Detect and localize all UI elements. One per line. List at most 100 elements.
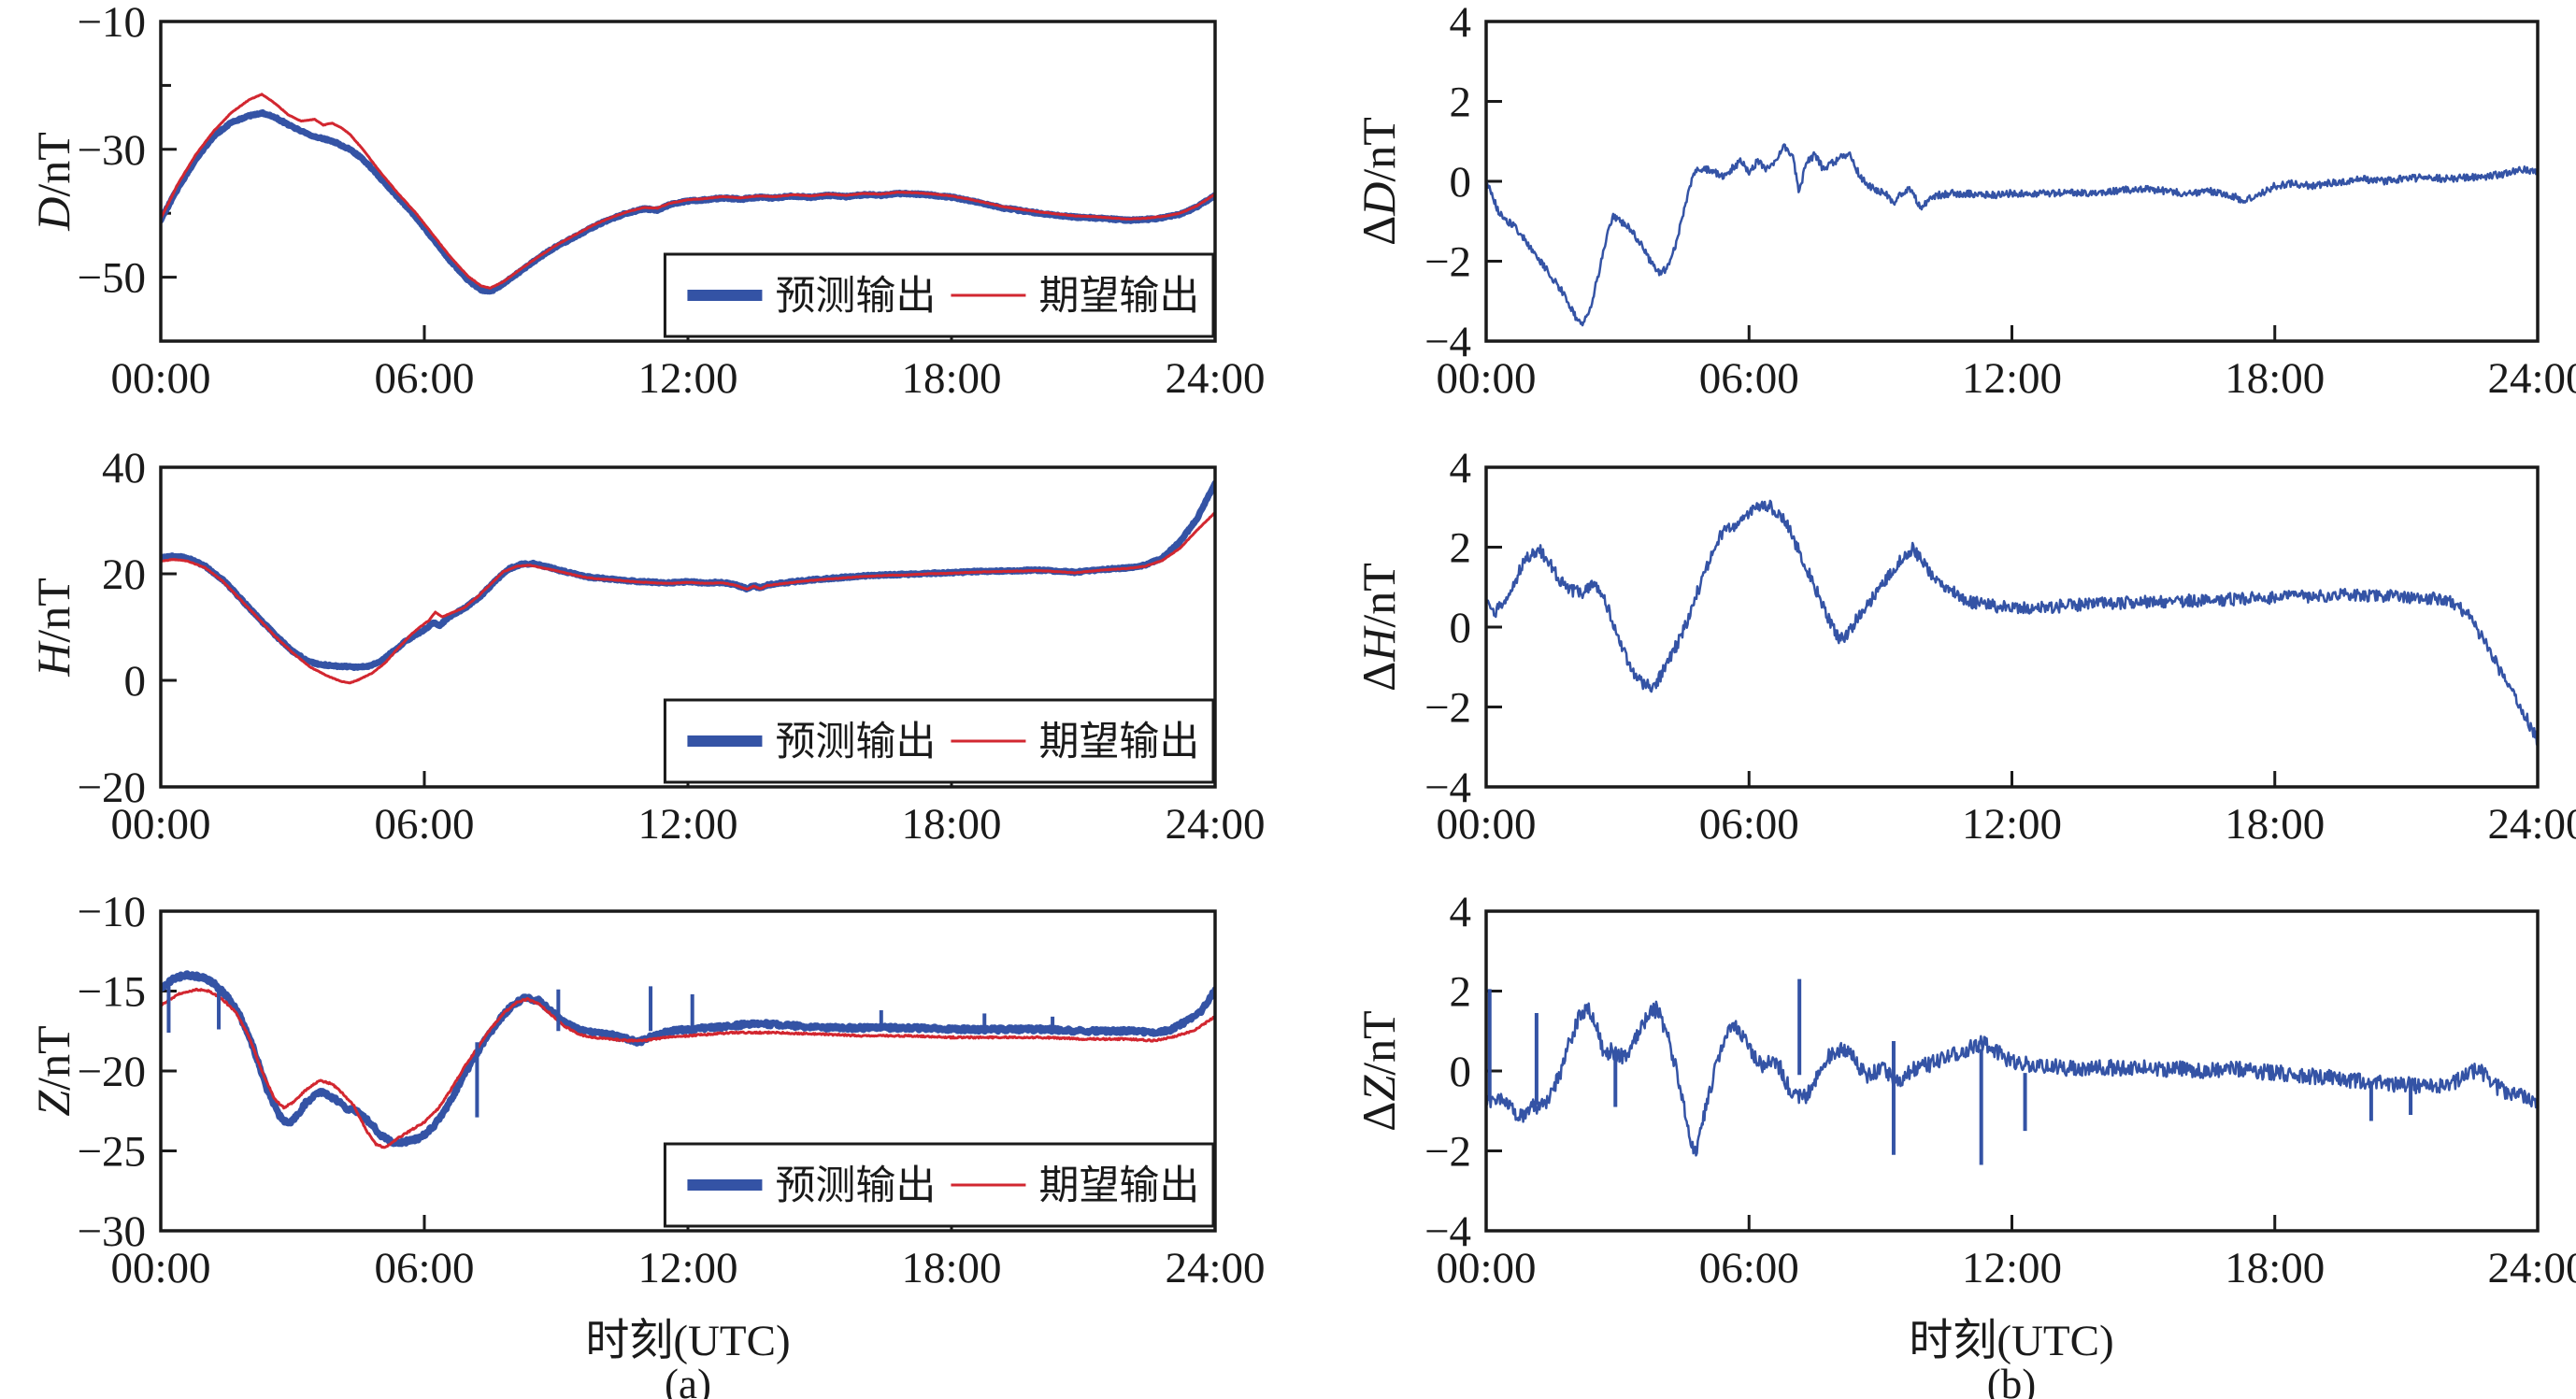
chart-delta-D: 4 2 0 −2 −400:00 06:00 12:00 18:00 24:00 ΔD/nT [1352,0,2576,403]
H-expected-line [161,511,1215,685]
x-tick-label: 24:00 [2487,1244,2576,1292]
x-tick-label: 00:00 [1436,354,1536,403]
x-tick-label: 24:00 [2487,800,2576,849]
dZ-predicted-line [1486,1000,2538,1157]
x-tick-label: 18:00 [901,800,1001,849]
x-tick-label: 06:00 [374,354,474,403]
x-tick-label: 24:00 [1165,800,1265,849]
y-axis-label: ΔH/nT [1352,563,1405,692]
y-axis-label: Z/nT [27,1025,79,1116]
x-tick-label: 00:00 [1436,800,1536,849]
y-tick-label: 2 [1450,968,1472,1017]
x-tick-label: 00:00 [110,800,210,849]
y-tick-label: −20 [77,764,146,812]
legend-label-predicted: 预测输出 [775,721,936,764]
panel-Z: −10 −15 −20 −25 −30 00:00 06:00 12:00 18:00 24:00… [0,890,1337,1399]
x-tick-label: 18:00 [901,354,1001,403]
x-axis-label-a: 时刻(UTC) [585,1317,791,1365]
legend-label-expected: 期望输出 [1038,275,1199,319]
plot-area [161,93,1215,295]
x-tick-label: 18:00 [2225,1244,2325,1292]
plot-area [161,970,1215,1149]
x-tick-label: 18:00 [901,1244,1001,1292]
x-tick-label: 12:00 [1962,800,2062,849]
D-expected-line [161,93,1215,290]
y-tick-label: −20 [77,1048,146,1096]
D-predicted-line [161,108,1215,295]
y-tick-label: 2 [1450,79,1472,127]
y-tick-label: −25 [77,1128,146,1177]
y-tick-label: −30 [77,1207,146,1256]
y-tick-label: −10 [77,890,146,936]
y-tick-label: −2 [1424,684,1471,733]
y-tick-label: 40 [102,446,146,493]
y-tick-label: −10 [77,0,146,47]
x-tick-label: 12:00 [1962,354,2062,403]
axes-box [159,20,1217,343]
H-predicted-line [161,479,1215,671]
axes-box [159,465,1217,789]
x-tick-label: 18:00 [2225,354,2325,403]
x-axis-label-b: 时刻(UTC) [1909,1317,2114,1365]
legend-label-expected: 期望输出 [1038,721,1199,764]
y-tick-label: −4 [1424,1207,1471,1256]
legend: 预测输出 期望输出 [663,252,1215,338]
x-tick-label: 24:00 [1165,1244,1265,1292]
x-tick-label: 12:00 [637,1244,737,1292]
y-tick-label: −15 [77,968,146,1017]
panel-H: 40 20 0 −20 00:00 06:00 12:00 18:00 24:00 H/nT 预测输… [0,446,1337,890]
axes-box [1484,20,2540,343]
y-tick-label: −4 [1424,764,1471,812]
legend: 预测输出 期望输出 [663,1142,1215,1228]
x-tick-label: 12:00 [637,800,737,849]
axes-box [1484,909,2540,1233]
panel-label-b: (b) [1986,1361,2037,1399]
y-axis-label: H/nT [27,578,79,678]
y-tick-label: 0 [1450,158,1472,207]
y-tick-label: 4 [1450,446,1472,493]
x-tick-label: 06:00 [1699,800,1799,849]
dH-predicted-line [1486,499,2538,746]
y-tick-label: −4 [1424,318,1471,366]
y-tick-label: −2 [1424,1128,1471,1177]
x-tick-label: 06:00 [374,1244,474,1292]
x-tick-label: 06:00 [1699,354,1799,403]
panel-dD: 4 2 0 −2 −400:00 06:00 12:00 18:00 24:00 ΔD/nT [1337,0,2576,446]
dD-predicted-line [1486,143,2538,327]
y-tick-label: −50 [77,254,146,303]
y-tick-label: 20 [102,550,146,599]
legend: 预测输出 期望输出 [663,698,1215,784]
plot-area [161,479,1215,685]
Z-predicted-line [161,970,1215,1148]
x-tick-label: 06:00 [374,800,474,849]
y-tick-label: 0 [1450,604,1472,652]
panel-D: −10 −30 −50 00:00 06:00 12:00 18:00 24:00 D/nT 预测… [0,0,1337,446]
panel-label-a: (a) [665,1361,711,1399]
axes-box [1484,465,2540,789]
y-tick-label: −30 [77,126,146,175]
y-tick-label: 2 [1450,524,1472,573]
legend-label-expected: 期望输出 [1038,1164,1199,1208]
plot-area [1486,143,2538,327]
x-tick-label: 00:00 [110,1244,210,1292]
panel-dH: 4 2 0 −2 −400:00 06:00 12:00 18:00 24:00 ΔH/nT [1337,446,2576,890]
y-tick-label: −2 [1424,238,1471,287]
plot-area [1486,499,2538,746]
y-tick-label: 0 [124,657,147,706]
column-a: −10 −30 −50 00:00 06:00 12:00 18:00 24:00 D/nT 预测… [0,0,1337,1399]
y-tick-label: 0 [1450,1048,1472,1096]
panel-dZ: 4 2 0 −2 −400:00 06:00 12:00 18:00 24:00 ΔZ/nT 时刻… [1337,890,2576,1399]
legend-label-predicted: 预测输出 [775,1164,936,1208]
y-axis-label: ΔD/nT [1352,117,1405,246]
x-tick-label: 24:00 [1165,354,1265,403]
x-tick-label: 18:00 [2225,800,2325,849]
axes-box [159,909,1217,1233]
y-axis-label: ΔZ/nT [1352,1010,1405,1131]
chart-D: −10 −30 −50 00:00 06:00 12:00 18:00 24:00 D/nT 预测… [27,0,1266,403]
plot-area [1486,978,2538,1165]
y-tick-label: 4 [1450,890,1472,936]
